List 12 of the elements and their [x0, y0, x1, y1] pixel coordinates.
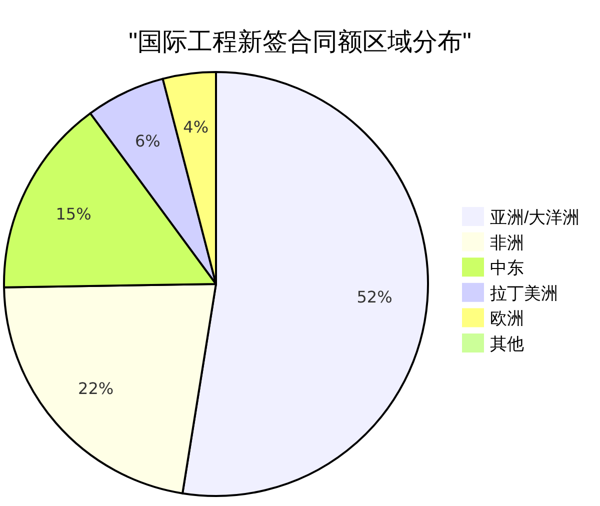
data-label: 6%: [134, 131, 160, 150]
data-label: 4%: [183, 117, 209, 136]
legend-label: 亚洲/大洋洲: [490, 208, 580, 227]
data-label: 22%: [78, 379, 114, 398]
legend-label: 其他: [490, 334, 524, 354]
legend-label: 拉丁美洲: [490, 284, 558, 303]
data-label: 52%: [356, 288, 392, 307]
data-label: 15%: [56, 204, 92, 224]
legend-label: 中东: [490, 258, 524, 278]
chart-title: "国际工程新签合同额区域分布": [128, 28, 472, 56]
legend-label: 欧洲: [490, 309, 524, 328]
legend-label: 非洲: [490, 233, 524, 252]
